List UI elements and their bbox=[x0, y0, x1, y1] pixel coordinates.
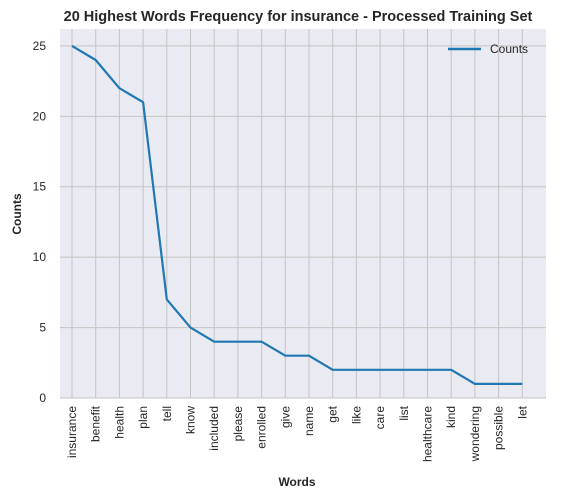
x-tick-label: healthcare bbox=[421, 406, 435, 462]
plot-area bbox=[60, 29, 546, 398]
x-axis-label: Words bbox=[278, 475, 315, 489]
x-tick-label: get bbox=[326, 405, 340, 422]
x-tick-label: name bbox=[302, 406, 316, 436]
x-tick-label: insurance bbox=[65, 406, 79, 458]
series-line-counts bbox=[71, 44, 523, 385]
x-tick-label: know bbox=[184, 406, 198, 434]
x-tick-label: health bbox=[112, 406, 126, 439]
x-tick-label: wondering bbox=[468, 406, 482, 462]
x-tick-label: possible bbox=[492, 406, 506, 450]
y-tick-label: 15 bbox=[33, 180, 47, 194]
y-tick-label: 10 bbox=[33, 250, 47, 264]
legend-label-counts: Counts bbox=[490, 42, 528, 56]
y-tick-label: 25 bbox=[33, 39, 47, 53]
x-tick-label: give bbox=[278, 406, 292, 428]
y-tick-label: 5 bbox=[39, 321, 46, 335]
y-tick-label: 0 bbox=[39, 391, 46, 405]
x-tick-label: please bbox=[231, 406, 245, 442]
x-tick-label: list bbox=[397, 405, 411, 420]
y-axis-ticks: 0 5 10 15 20 25 bbox=[33, 39, 47, 405]
x-tick-label: care bbox=[373, 406, 387, 430]
x-tick-label: plan bbox=[136, 406, 150, 429]
y-tick-label: 20 bbox=[33, 109, 47, 123]
legend: Counts bbox=[448, 42, 528, 56]
x-tick-label: like bbox=[349, 406, 363, 424]
chart-title: 20 Highest Words Frequency for insurance… bbox=[64, 9, 533, 25]
x-tick-label: included bbox=[207, 406, 221, 451]
x-tick-label: kind bbox=[444, 406, 458, 428]
x-tick-label: enrolled bbox=[255, 406, 269, 449]
grid-lines bbox=[60, 29, 546, 399]
x-tick-label: tell bbox=[160, 406, 174, 421]
x-axis-ticks: insurance benefit health plan tell know includ… bbox=[65, 405, 529, 462]
x-tick-label: benefit bbox=[89, 405, 103, 442]
x-tick-label: let bbox=[515, 405, 529, 418]
y-axis-label: Counts bbox=[10, 193, 24, 235]
